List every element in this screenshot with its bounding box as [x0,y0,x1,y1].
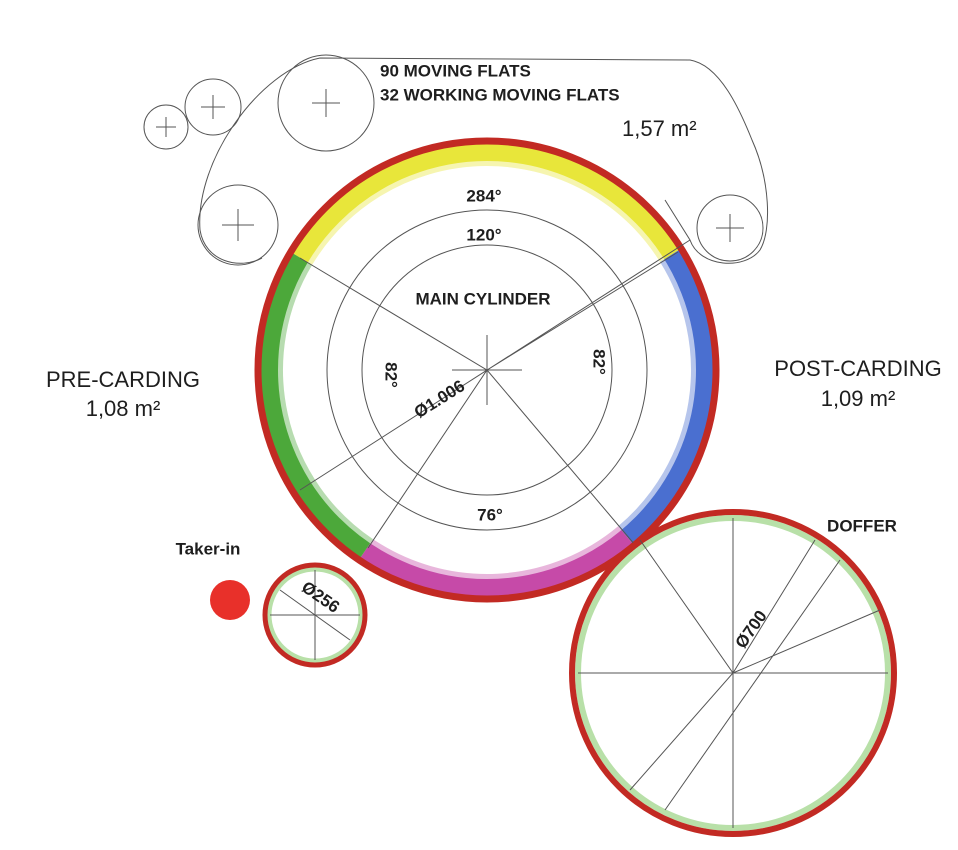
roller [184,78,242,136]
pre-carding-zone [259,252,373,560]
main-cylinder-label: MAIN CYLINDER [415,289,550,308]
flats-zone [291,142,681,265]
right-angle: 82° [590,349,609,375]
flats-area: 1,57 m² [622,116,697,141]
cylinder-rim [254,137,720,603]
working-angle: 120° [466,225,501,244]
taker-in-rim [262,562,368,668]
left-angle: 82° [382,362,401,388]
roller [197,184,279,266]
inner-circle [326,209,648,531]
doffer-label: DOFFER [827,516,897,535]
feed-roller [210,580,250,620]
taker-in-diameter: Ø256 [298,577,343,616]
cylinder-diameter: Ø1.006 [411,376,468,422]
pre-carding-area: 1,08 m² [86,396,161,421]
roller [143,104,189,150]
doffer-diameter: Ø700 [731,607,770,652]
taker-in-band [266,566,364,664]
pre-carding-label: PRE-CARDING [46,367,200,392]
radial-lines [299,239,691,549]
inner-circle [361,244,613,496]
roller [277,54,375,152]
band-highlight [278,161,696,579]
taker-in [210,562,368,668]
doffer [569,509,897,837]
doffer-rim [569,509,897,837]
flats-belt [143,54,768,266]
post-carding-area: 1,09 m² [821,386,896,411]
roller [696,194,764,262]
flats-working: 32 WORKING MOVING FLATS [380,85,620,104]
doffer-lines [578,518,888,828]
roller-crosses [156,89,744,242]
taker-in-label: Taker-in [176,539,241,558]
bottom-zone [359,526,634,598]
taker-in-lines [270,570,360,660]
post-carding-zone [618,249,715,545]
post-carding-label: POST-CARDING [774,356,941,381]
bottom-angle: 76° [477,505,503,524]
main-cylinder [254,137,720,603]
flats-total: 90 MOVING FLATS [380,61,531,80]
flats-angle: 284° [466,186,501,205]
